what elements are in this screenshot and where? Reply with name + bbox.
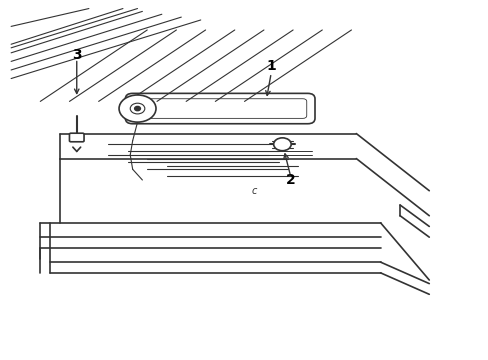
Text: 3: 3 bbox=[72, 48, 81, 62]
Circle shape bbox=[134, 107, 140, 111]
Circle shape bbox=[130, 103, 144, 114]
Text: 1: 1 bbox=[266, 59, 276, 73]
Circle shape bbox=[273, 138, 290, 151]
FancyBboxPatch shape bbox=[133, 99, 306, 118]
FancyBboxPatch shape bbox=[69, 133, 84, 142]
Text: c: c bbox=[251, 186, 256, 196]
Text: 2: 2 bbox=[285, 173, 295, 187]
Circle shape bbox=[119, 95, 156, 122]
FancyBboxPatch shape bbox=[125, 93, 314, 124]
